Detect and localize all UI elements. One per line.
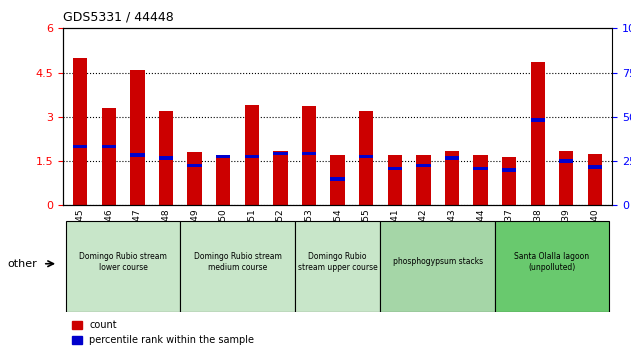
Bar [159, 111, 173, 205]
Bar [102, 108, 116, 205]
Text: Domingo Rubio
stream upper course: Domingo Rubio stream upper course [298, 252, 377, 272]
Bar [130, 153, 144, 157]
Text: GDS5331 / 44448: GDS5331 / 44448 [63, 11, 174, 24]
Bar [245, 105, 259, 205]
Bar [502, 156, 516, 205]
Bar [102, 144, 116, 148]
Bar [587, 165, 602, 169]
Bar [245, 155, 259, 159]
Bar [180, 221, 295, 312]
Bar [416, 155, 430, 205]
Bar [295, 221, 380, 312]
Bar [73, 58, 88, 205]
Bar [587, 154, 602, 205]
Bar [387, 155, 402, 205]
Bar [387, 167, 402, 170]
Bar [302, 152, 316, 155]
Bar [73, 144, 88, 148]
Bar [531, 62, 545, 205]
Text: phosphogypsum stacks: phosphogypsum stacks [392, 257, 483, 266]
Text: other: other [8, 259, 37, 269]
Bar [495, 221, 609, 312]
Bar [187, 152, 202, 205]
Bar [445, 156, 459, 160]
Text: Domingo Rubio stream
medium course: Domingo Rubio stream medium course [194, 252, 281, 272]
Bar [359, 111, 374, 205]
Bar [216, 155, 230, 159]
Bar [473, 167, 488, 170]
Bar [331, 155, 345, 205]
Bar [559, 159, 574, 163]
Bar [302, 107, 316, 205]
Text: Santa Olalla lagoon
(unpolluted): Santa Olalla lagoon (unpolluted) [514, 252, 589, 272]
Bar [130, 70, 144, 205]
Bar [473, 155, 488, 205]
Bar [380, 221, 495, 312]
Bar [416, 164, 430, 167]
Legend: count, percentile rank within the sample: count, percentile rank within the sample [68, 316, 258, 349]
Bar [273, 151, 288, 205]
Bar [531, 118, 545, 121]
Bar [502, 168, 516, 172]
Bar [331, 177, 345, 181]
Bar [216, 155, 230, 205]
Bar [559, 151, 574, 205]
Bar [187, 164, 202, 167]
Bar [359, 155, 374, 159]
Text: Domingo Rubio stream
lower course: Domingo Rubio stream lower course [80, 252, 167, 272]
Bar [273, 152, 288, 155]
Bar [445, 151, 459, 205]
Bar [66, 221, 180, 312]
Bar [159, 156, 173, 160]
